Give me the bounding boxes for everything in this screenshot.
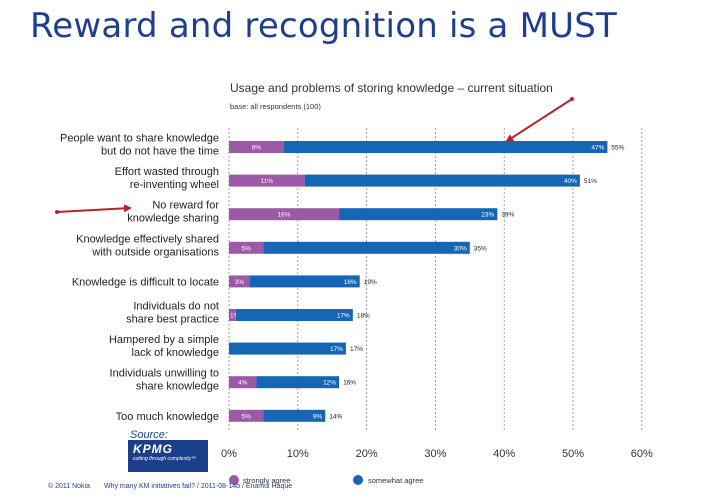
bar-strongly-agree xyxy=(229,409,264,422)
bar-somewhat-agree xyxy=(229,342,346,355)
bar-total-label: 35% xyxy=(474,245,487,252)
category-label: share knowledge xyxy=(136,381,219,393)
bar-somewhat-agree xyxy=(263,241,470,254)
category-label: but do not have the time xyxy=(101,146,219,158)
footer-copyright: © 2011 Nokia xyxy=(48,483,90,490)
category-label: re-inventing wheel xyxy=(130,179,219,191)
category-label: Knowledge is difficult to locate xyxy=(72,276,219,288)
kpmg-logo: KPMG cutting through complexity™ xyxy=(128,440,208,472)
bar-somewhat-agree xyxy=(256,376,340,389)
bar-strongly-agree xyxy=(229,208,340,221)
bar-total-label: 16% xyxy=(343,380,356,387)
bar-somewhat-agree xyxy=(304,174,580,187)
x-tick-label: 40% xyxy=(493,448,515,460)
category-label: share best practice xyxy=(126,314,219,326)
source-label: Source: xyxy=(130,429,168,441)
bar-total-label: 39% xyxy=(501,212,514,219)
bar-total-label: 19% xyxy=(364,279,377,286)
bar-strongly-agree xyxy=(229,141,285,153)
bar-value-label: 40% xyxy=(564,178,577,185)
category-label: with outside organisations xyxy=(91,246,219,258)
bar-value-label: 16% xyxy=(344,279,357,286)
annotation-arrow-top xyxy=(505,98,573,143)
bar-value-label: 12% xyxy=(323,380,336,387)
bar-strongly-agree xyxy=(229,241,264,254)
bar-value-label: 16% xyxy=(278,212,291,219)
bar-value-label: 3% xyxy=(235,279,245,286)
x-axis-ticks: 0% 10% 20% 30% 40% 50% 60% xyxy=(221,448,653,460)
category-label: Too much knowledge xyxy=(116,411,219,423)
bar-total-label: 51% xyxy=(584,178,597,185)
bar-value-label: 9% xyxy=(313,413,323,420)
bar-strongly-agree xyxy=(229,376,257,389)
bar-value-label: 5% xyxy=(241,245,251,252)
bar-value-label: 11% xyxy=(261,178,274,185)
category-label: Hampered by a simple xyxy=(109,334,219,346)
category-label: People want to share knowledge xyxy=(60,133,219,145)
bar-value-label: 8% xyxy=(252,145,262,152)
bar-value-label: 17% xyxy=(330,346,343,353)
category-label: knowledge sharing xyxy=(127,213,219,225)
x-tick-label: 10% xyxy=(287,448,309,460)
x-tick-label: 30% xyxy=(424,448,446,460)
legend-strongly-label: strongly agree xyxy=(243,476,291,485)
legend: strongly agree somewhat agree xyxy=(229,475,423,485)
footer-info: Why many KM initiatives fail? / 2011-08-… xyxy=(103,483,293,490)
footer: © 2011 Nokia Why many KM initiatives fai… xyxy=(48,483,292,490)
x-tick-label: 20% xyxy=(356,448,378,460)
bar-somewhat-agree xyxy=(235,309,353,321)
bar-value-label: 1% xyxy=(230,313,240,320)
category-label: No reward for xyxy=(152,200,219,212)
bar-somewhat-agree xyxy=(249,275,360,288)
legend-somewhat-label: somewhat agree xyxy=(368,476,423,485)
category-label: Effort wasted through xyxy=(115,166,219,178)
x-tick-label: 0% xyxy=(221,448,237,460)
bar-strongly-agree xyxy=(229,309,236,321)
legend-strongly-swatch xyxy=(229,475,239,485)
bar-value-label: 4% xyxy=(238,380,248,387)
kpmg-logo-tagline: cutting through complexity™ xyxy=(133,456,197,462)
x-tick-label: 50% xyxy=(562,448,584,460)
bar-somewhat-agree xyxy=(263,409,326,422)
bar-value-label: 5% xyxy=(241,413,251,420)
category-label: lack of knowledge xyxy=(132,347,219,359)
annotation-arrow-left-tail xyxy=(55,210,59,214)
chart-subtitle: base: all respondents (100) xyxy=(230,102,321,111)
bar-total-label: 14% xyxy=(329,413,342,420)
bar-total-label: 18% xyxy=(357,313,370,320)
chart-title: Usage and problems of storing knowledge … xyxy=(230,81,553,95)
bar-somewhat-agree xyxy=(284,141,608,153)
category-label: Individuals do not xyxy=(133,301,219,313)
legend-somewhat-swatch xyxy=(353,475,363,485)
annotation-arrow-left xyxy=(56,204,132,213)
bar-total-label: 17% xyxy=(350,346,363,353)
bar-value-label: 23% xyxy=(481,212,494,219)
bar-value-label: 30% xyxy=(454,245,467,252)
category-label: Individuals unwilling to xyxy=(110,368,219,380)
bars: 8% 47% 55% 11% 40% 51% 16% 23% 39% 5% 30% 35% 3% 16% 1… xyxy=(229,141,625,422)
x-tick-label: 60% xyxy=(631,448,653,460)
slide-title: Reward and recognition is a MUST xyxy=(30,6,617,46)
bar-strongly-agree xyxy=(229,174,305,187)
bar-somewhat-agree xyxy=(339,208,498,221)
bar-value-label: 47% xyxy=(591,145,604,152)
bar-total-label: 55% xyxy=(611,145,624,152)
annotation-arrow-top-tail xyxy=(570,97,574,101)
bar-strongly-agree xyxy=(229,275,250,288)
kpmg-logo-name: KPMG xyxy=(133,442,173,456)
bar-value-label: 17% xyxy=(337,313,350,320)
category-label: Knowledge effectively shared xyxy=(76,233,219,245)
